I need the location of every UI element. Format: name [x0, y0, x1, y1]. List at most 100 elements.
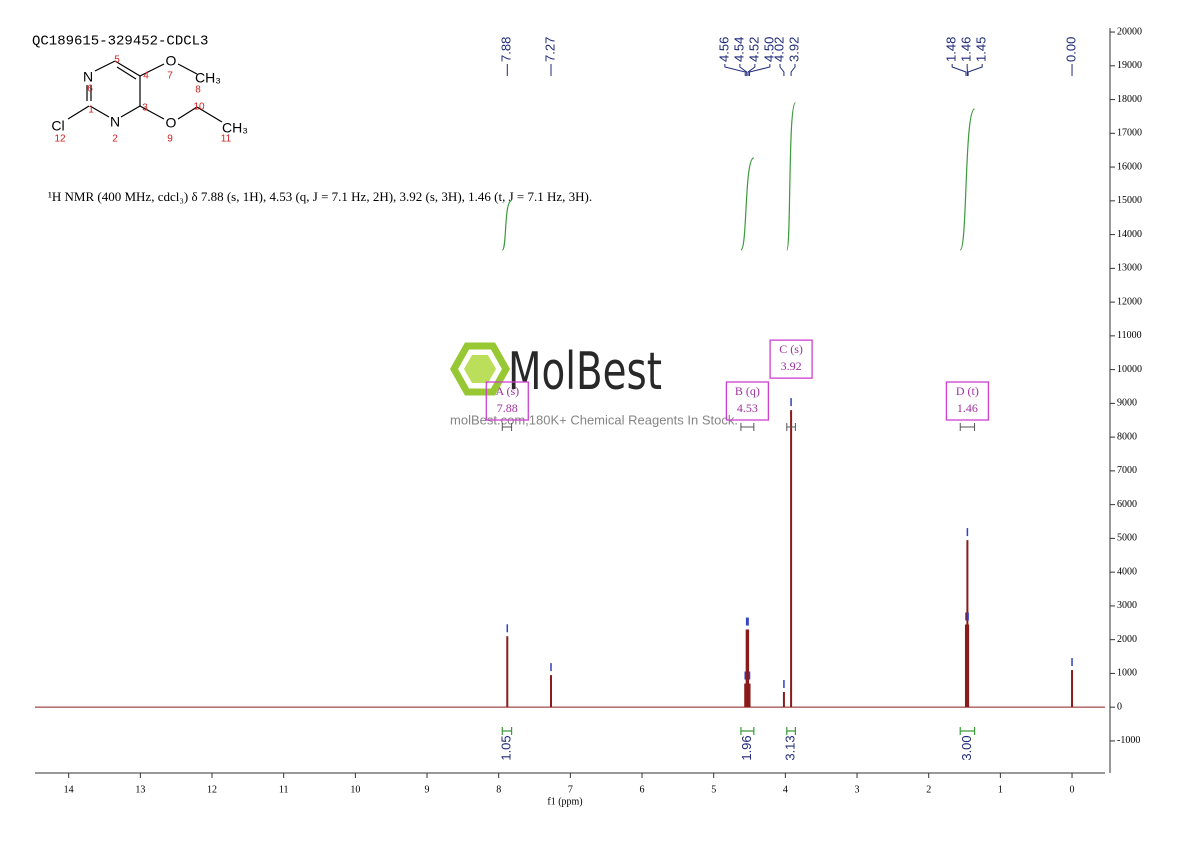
x-tick-label: 0 — [1070, 784, 1075, 795]
watermark-brand: MolBest — [508, 342, 662, 402]
atom-label: Cl — [51, 118, 64, 134]
integral-label: 1.96 — [739, 735, 754, 760]
y-tick-label: 9000 — [1117, 398, 1137, 409]
y-tick-label: 18000 — [1117, 94, 1142, 105]
bond — [120, 105, 141, 118]
y-tick-label: 12000 — [1117, 296, 1142, 307]
peak-label: 1.46 — [959, 37, 974, 62]
x-axis-label: f1 (ppm) — [547, 796, 582, 807]
bond — [94, 60, 116, 72]
y-tick-label: 17000 — [1117, 128, 1142, 139]
x-tick-label: 2 — [926, 784, 931, 795]
atom-label: CH₃ — [195, 70, 221, 86]
x-tick-label: 12 — [207, 784, 217, 795]
atom-label: O — [166, 115, 177, 131]
peak-label: 4.50 — [761, 37, 776, 62]
atom-number: 4 — [143, 71, 149, 82]
y-tick-label: 5000 — [1117, 533, 1137, 544]
multiplet-box — [725, 381, 770, 421]
multiplet-label: C (s) — [779, 342, 803, 356]
x-tick-label: 9 — [425, 784, 430, 795]
watermark-tagline: molBest.com,180K+ Chemical Reagents In S… — [450, 412, 738, 427]
x-tick-label: 5 — [711, 784, 716, 795]
y-tick-label: 11000 — [1117, 330, 1142, 341]
x-tick-label: 11 — [279, 784, 289, 795]
y-tick-label: 0 — [1117, 701, 1122, 712]
y-tick-label: 3000 — [1117, 600, 1137, 611]
atom-number: 11 — [221, 134, 232, 145]
atom-number: 9 — [167, 134, 173, 145]
multiplet-bracket — [501, 423, 513, 431]
atom-number: 1 — [88, 105, 94, 116]
multiplet-box — [769, 339, 813, 379]
y-tick-label: 16000 — [1117, 161, 1142, 172]
watermark-logo — [464, 355, 496, 383]
peak-label: 7.27 — [542, 37, 557, 62]
atom-number: 8 — [195, 85, 201, 96]
y-tick-label: 1000 — [1117, 668, 1137, 679]
peak-label: 4.54 — [731, 37, 746, 62]
x-tick-label: 14 — [64, 784, 74, 795]
y-tick-label: 19000 — [1117, 60, 1142, 71]
structure — [67, 60, 223, 123]
atom-label: CH₃ — [222, 120, 248, 136]
y-tick-label: 10000 — [1117, 364, 1142, 375]
multiplet-shift: 3.92 — [781, 359, 802, 373]
atom-label: N — [110, 114, 120, 130]
bond — [67, 105, 90, 120]
nmr-description: ¹H NMR (400 MHz, cdcl₃) δ 7.88 (s, 1H), … — [48, 189, 592, 204]
multiplet-bracket — [740, 423, 755, 431]
bond — [89, 105, 110, 118]
y-tick-label: 2000 — [1117, 634, 1137, 645]
multiplet-shift: 4.53 — [737, 401, 758, 415]
y-tick-label: 7000 — [1117, 465, 1137, 476]
watermark: MolBest molBest.com,180K+ Chemical Reage… — [449, 342, 738, 427]
peak-leader — [739, 64, 748, 76]
x-tick-label: 6 — [640, 784, 645, 795]
integral-curve — [501, 200, 513, 251]
peak-label: 1.45 — [974, 37, 989, 62]
integral-label: 3.00 — [959, 735, 974, 760]
atom-number: 12 — [54, 134, 66, 145]
bond — [177, 106, 198, 120]
multiplet-bracket — [959, 423, 976, 431]
bond — [139, 63, 165, 77]
watermark-logo — [449, 342, 511, 396]
peak-label: 3.92 — [786, 37, 801, 62]
x-tick-label: 4 — [783, 784, 788, 795]
atom-number: 7 — [167, 71, 173, 82]
bond — [114, 60, 141, 77]
atom-number: 10 — [193, 102, 205, 113]
multiplet-box — [485, 381, 529, 421]
bond — [116, 66, 137, 80]
y-tick-label: 6000 — [1117, 499, 1137, 510]
multiplet-label: A (s) — [495, 384, 519, 398]
multiplet-bracket — [786, 423, 796, 431]
multiplet-label: D (t) — [956, 384, 979, 398]
peak-label: 1.48 — [944, 37, 959, 62]
y-tick-label: 8000 — [1117, 431, 1137, 442]
sample-title: QC189615-329452-CDCL3 — [32, 34, 208, 50]
integral-curve — [959, 108, 976, 251]
integral-bracket — [740, 727, 755, 735]
peak-leader — [747, 64, 756, 76]
atom-label: N — [83, 69, 93, 85]
atom-label: O — [166, 53, 177, 69]
peak-label: 4.52 — [746, 37, 761, 62]
multiplet-box — [945, 381, 990, 421]
peak-leader — [951, 64, 967, 76]
x-tick-label: 10 — [350, 784, 360, 795]
peak-leader — [790, 64, 796, 76]
atom-number: 6 — [87, 84, 93, 95]
y-tick-label: 20000 — [1117, 26, 1142, 37]
peak-leader — [967, 64, 983, 76]
peak-label: 4.02 — [771, 37, 786, 62]
bond — [139, 105, 165, 120]
y-tick-label: 13000 — [1117, 263, 1142, 274]
x-tick-label: 8 — [496, 784, 501, 795]
bond — [196, 106, 223, 123]
peak-leader — [749, 64, 771, 76]
x-tick-label: 13 — [135, 784, 145, 795]
integral-label: 1.05 — [498, 735, 513, 760]
